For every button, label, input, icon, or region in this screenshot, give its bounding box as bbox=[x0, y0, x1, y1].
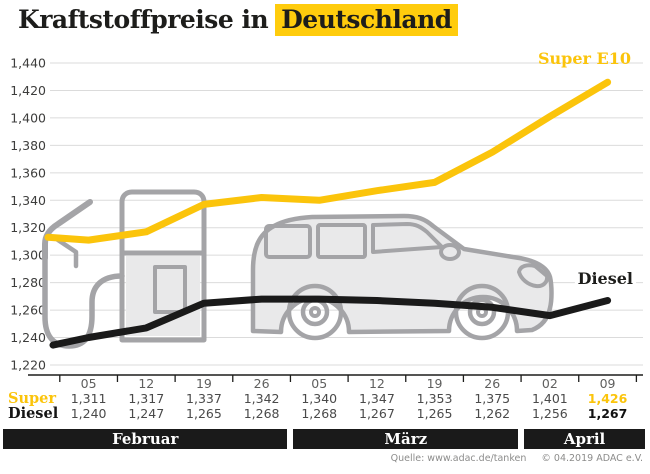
legend-super-e10: Super E10 bbox=[538, 49, 631, 68]
super-value: 1,347 bbox=[359, 391, 395, 406]
table-corner bbox=[0, 377, 60, 391]
diesel-row-label: Diesel bbox=[8, 405, 59, 422]
super-row-label: Super bbox=[8, 390, 57, 407]
date-label: 02 bbox=[541, 376, 558, 391]
pump-display bbox=[153, 265, 187, 314]
super-value: 1,337 bbox=[186, 391, 222, 406]
date-label: 09 bbox=[599, 376, 616, 391]
diesel-value: 1,265 bbox=[186, 406, 222, 421]
title-highlight: Deutschland bbox=[275, 4, 458, 36]
super-value: 1,342 bbox=[243, 391, 280, 406]
super-value: 1,340 bbox=[301, 391, 338, 406]
data-lines bbox=[44, 78, 612, 349]
y-axis-tick-label: 1,260 bbox=[10, 303, 46, 318]
date-label: 05 bbox=[80, 376, 97, 391]
car-rear-window bbox=[264, 224, 312, 259]
diesel-value: 1,268 bbox=[301, 406, 338, 421]
car-mid-window bbox=[316, 223, 367, 259]
diesel-value: 1,247 bbox=[128, 406, 165, 421]
super-value: 1,375 bbox=[474, 391, 511, 406]
y-axis-tick-label: 1,240 bbox=[10, 330, 46, 345]
diesel-value: 1,267 bbox=[587, 406, 628, 421]
car-headlight bbox=[517, 263, 550, 289]
month-bar-februar: Februar bbox=[3, 429, 288, 449]
y-axis-tick-label: 1,320 bbox=[10, 220, 46, 235]
diesel-value: 1,265 bbox=[416, 406, 453, 421]
diesel-value: 1,256 bbox=[531, 406, 568, 421]
month-bar-märz: März bbox=[293, 429, 519, 449]
y-axis-tick-label: 1,220 bbox=[10, 358, 46, 373]
y-axis-tick-label: 1,360 bbox=[10, 165, 46, 180]
super-value: 1,426 bbox=[587, 391, 628, 406]
car-illustration bbox=[250, 213, 554, 341]
y-axis-tick-label: 1,300 bbox=[10, 248, 46, 263]
diesel-value: 1,268 bbox=[243, 406, 280, 421]
source-note: Quelle: www.adac.de/tanken © 04.2019 ADA… bbox=[391, 453, 643, 464]
y-axis-tick-label: 1,440 bbox=[10, 56, 46, 71]
pump-nozzle bbox=[42, 199, 93, 261]
diesel-line bbox=[49, 295, 612, 349]
date-label: 26 bbox=[253, 376, 270, 391]
y-axis-tick-label: 1,420 bbox=[10, 83, 46, 98]
diesel-value: 1,267 bbox=[359, 406, 395, 421]
super-value: 1,401 bbox=[531, 391, 568, 406]
date-label: 12 bbox=[368, 376, 385, 391]
legend-diesel: Diesel bbox=[578, 269, 633, 288]
page-title: Kraftstoffpreise in Deutschland bbox=[18, 4, 458, 36]
date-label: 26 bbox=[484, 376, 501, 391]
car-front-window bbox=[371, 222, 444, 254]
source-copyright: © 04.2019 ADAC e.V. bbox=[541, 453, 643, 464]
y-axis-tick-label: 1,280 bbox=[10, 275, 46, 290]
date-label: 19 bbox=[426, 376, 443, 391]
super-e10-line bbox=[44, 78, 612, 244]
diesel-value: 1,240 bbox=[70, 406, 107, 421]
x-axis bbox=[28, 374, 643, 382]
y-axis-tick-label: 1,380 bbox=[10, 138, 46, 153]
super-value: 1,353 bbox=[416, 391, 453, 406]
price-table: 05 12 19 26 05 12 19 26 02 09 Super 1,311 1,317 1,337… bbox=[0, 377, 636, 421]
date-label: 19 bbox=[195, 376, 212, 391]
car-mirror bbox=[439, 243, 461, 261]
y-axis-labels: 1,220 1,240 1,260 1,280 1,300 1,320 1,340 1,360… bbox=[10, 56, 46, 373]
super-value: 1,311 bbox=[70, 391, 107, 406]
y-axis-tick-label: 1,400 bbox=[10, 110, 46, 125]
fuel-pump-illustration bbox=[42, 189, 207, 349]
date-label: 12 bbox=[138, 376, 155, 391]
diesel-value: 1,262 bbox=[474, 406, 511, 421]
y-axis-tick-label: 1,340 bbox=[10, 193, 46, 208]
title-text: Kraftstoffpreise in bbox=[18, 5, 269, 34]
date-label: 05 bbox=[311, 376, 328, 391]
super-value: 1,317 bbox=[128, 391, 165, 406]
source-url: Quelle: www.adac.de/tanken bbox=[390, 453, 527, 464]
month-bar-april: April bbox=[524, 429, 645, 449]
